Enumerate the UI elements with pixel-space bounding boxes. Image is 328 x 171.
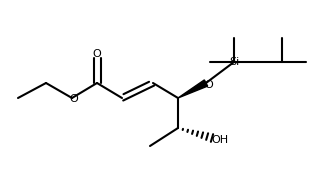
Text: Si: Si bbox=[229, 57, 239, 67]
Text: OH: OH bbox=[212, 135, 229, 145]
Text: O: O bbox=[205, 80, 214, 90]
Text: O: O bbox=[70, 94, 78, 104]
Polygon shape bbox=[178, 80, 208, 98]
Text: O: O bbox=[92, 49, 101, 59]
